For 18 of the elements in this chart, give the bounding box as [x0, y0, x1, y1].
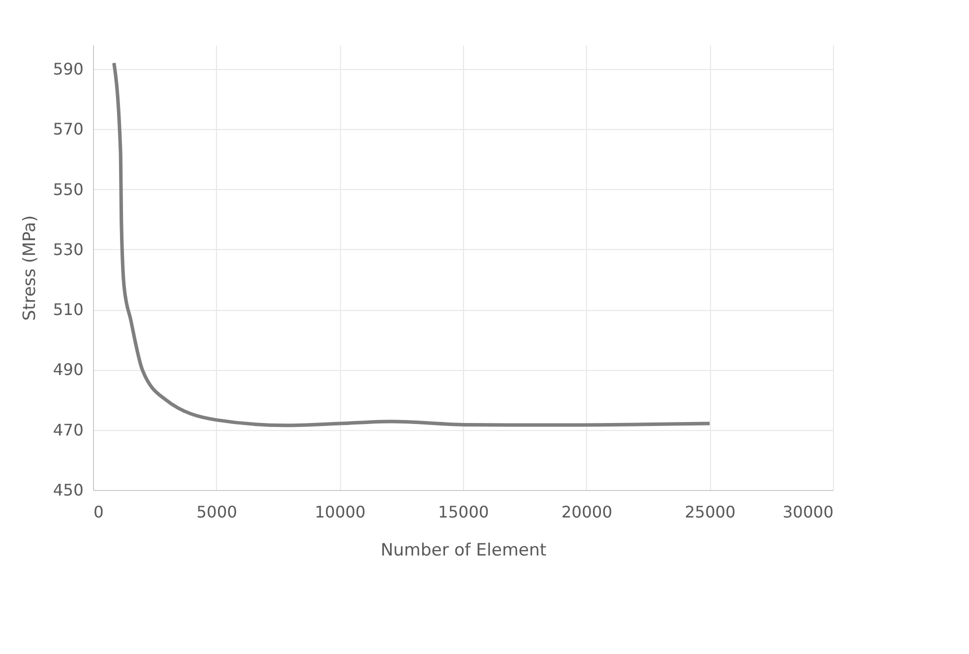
y-tick-label: 510 — [52, 300, 84, 320]
x-axis-title: Number of Element — [380, 540, 547, 560]
y-tick-label: 530 — [52, 240, 84, 259]
x-tick-label: 15000 — [438, 502, 489, 522]
y-tick-label: 570 — [52, 120, 84, 139]
x-tick-label: 10000 — [314, 502, 366, 522]
x-tick-label: 30000 — [782, 502, 834, 522]
x-tick-label: 0 — [94, 502, 104, 522]
y-tick-label: 490 — [52, 360, 84, 380]
line-series — [112, 61, 712, 428]
y-tick-label: 450 — [52, 480, 84, 500]
x-tick-label: 20000 — [561, 502, 612, 522]
y-tick-label: 470 — [52, 420, 84, 440]
x-tick-label: 5000 — [196, 502, 238, 522]
y-axis-title: Stress (MPa) — [20, 215, 40, 321]
x-tick-label: 25000 — [684, 502, 736, 522]
y-tick-label: 550 — [52, 180, 84, 199]
y-tick-label: 590 — [52, 60, 84, 79]
